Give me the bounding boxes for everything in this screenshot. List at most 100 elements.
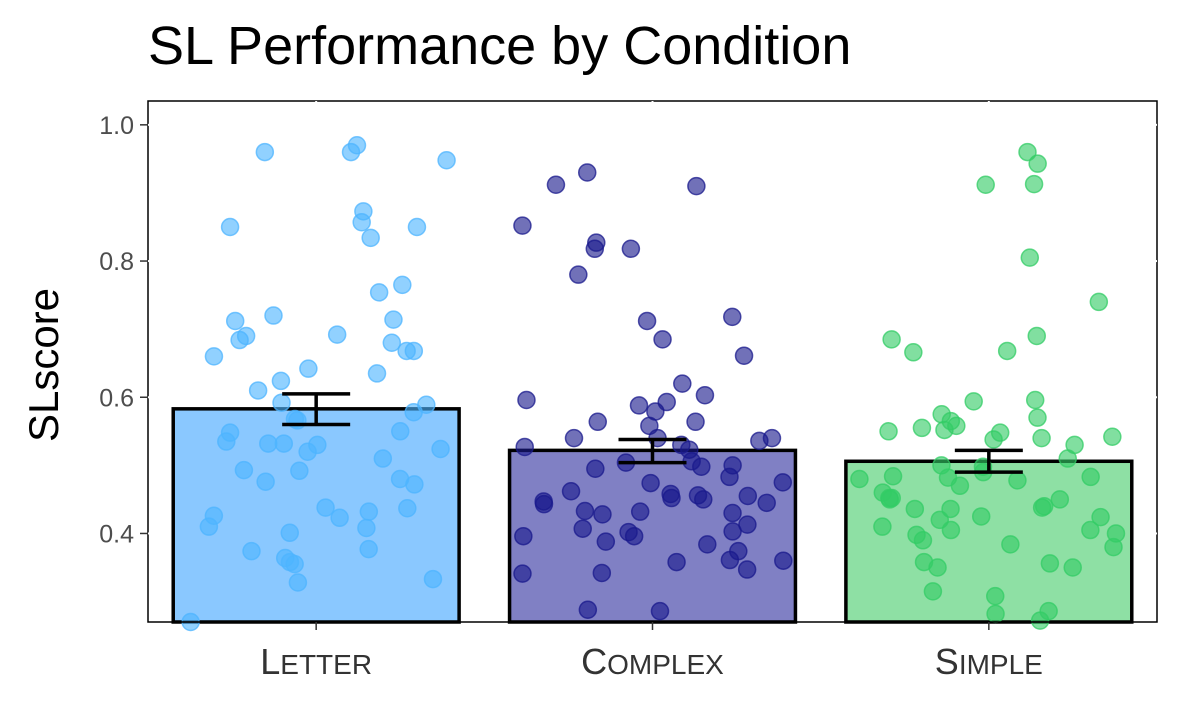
point-complex-61 bbox=[737, 560, 757, 579]
point-simple-57 bbox=[1063, 558, 1082, 577]
point-letter-19 bbox=[397, 341, 416, 361]
plot-panel bbox=[147, 100, 1158, 632]
point-simple-43 bbox=[971, 507, 991, 526]
point-letter-32 bbox=[217, 432, 236, 451]
point-simple-10 bbox=[1025, 390, 1045, 410]
point-letter-36 bbox=[431, 439, 450, 459]
chart-title: SL Performance by Condition bbox=[148, 16, 851, 76]
point-complex-26 bbox=[515, 437, 534, 457]
point-simple-51 bbox=[913, 531, 933, 550]
point-letter-48 bbox=[330, 508, 349, 528]
point-complex-14 bbox=[517, 390, 536, 410]
point-letter-38 bbox=[373, 449, 393, 468]
point-simple-17 bbox=[935, 420, 954, 440]
point-letter-58 bbox=[288, 573, 308, 592]
point-complex-36 bbox=[561, 481, 581, 501]
point-simple-38 bbox=[1050, 490, 1070, 509]
point-simple-33 bbox=[950, 476, 970, 496]
point-simple-28 bbox=[883, 467, 903, 486]
point-complex-9 bbox=[637, 311, 657, 331]
point-simple-41 bbox=[941, 499, 960, 519]
point-letter-43 bbox=[256, 472, 275, 491]
point-simple-48 bbox=[941, 520, 961, 540]
point-simple-2 bbox=[1024, 174, 1044, 194]
point-simple-52 bbox=[1001, 535, 1020, 554]
point-simple-44 bbox=[1091, 507, 1110, 527]
point-complex-48 bbox=[593, 505, 612, 524]
point-simple-32 bbox=[1008, 471, 1027, 490]
point-letter-27 bbox=[404, 402, 423, 422]
point-letter-50 bbox=[357, 518, 376, 538]
point-complex-41 bbox=[694, 490, 713, 509]
point-letter-16 bbox=[230, 330, 249, 350]
point-complex-54 bbox=[514, 526, 533, 546]
point-simple-56 bbox=[928, 558, 947, 577]
point-letter-33 bbox=[259, 434, 278, 453]
point-simple-46 bbox=[873, 517, 892, 536]
point-complex-3 bbox=[513, 216, 532, 235]
point-complex-60 bbox=[667, 552, 686, 572]
point-letter-46 bbox=[359, 502, 379, 521]
point-complex-33 bbox=[720, 467, 739, 487]
point-letter-3 bbox=[437, 151, 456, 170]
point-simple-53 bbox=[1104, 537, 1123, 557]
point-simple-61 bbox=[986, 604, 1005, 624]
point-simple-22 bbox=[984, 430, 1003, 449]
point-complex-58 bbox=[720, 550, 740, 570]
point-letter-39 bbox=[234, 460, 254, 480]
inner-tick-marks bbox=[148, 101, 1157, 535]
point-complex-10 bbox=[653, 330, 672, 349]
point-letter-5 bbox=[352, 212, 371, 232]
point-complex-55 bbox=[596, 532, 616, 551]
point-complex-0 bbox=[577, 163, 597, 182]
point-simple-47 bbox=[1081, 520, 1100, 540]
point-complex-56 bbox=[698, 535, 717, 554]
point-complex-22 bbox=[564, 428, 584, 448]
point-simple-18 bbox=[879, 422, 898, 441]
point-complex-12 bbox=[673, 374, 692, 393]
point-letter-44 bbox=[316, 498, 335, 517]
point-letter-25 bbox=[272, 393, 291, 412]
point-letter-51 bbox=[280, 523, 300, 543]
point-simple-3 bbox=[976, 175, 995, 195]
point-complex-34 bbox=[773, 473, 793, 492]
point-complex-65 bbox=[650, 601, 670, 621]
point-complex-45 bbox=[575, 501, 595, 521]
point-simple-4 bbox=[1020, 248, 1040, 267]
point-complex-1 bbox=[546, 175, 566, 195]
point-simple-37 bbox=[880, 490, 900, 509]
error-bars bbox=[282, 392, 1023, 474]
point-letter-20 bbox=[204, 347, 224, 366]
point-complex-31 bbox=[692, 457, 711, 476]
point-simple-11 bbox=[964, 392, 983, 411]
point-simple-13 bbox=[1028, 408, 1047, 427]
x-tick-label-complex: COMPLEX bbox=[581, 641, 724, 682]
point-letter-11 bbox=[264, 306, 283, 325]
point-complex-19 bbox=[588, 412, 608, 432]
point-letter-56 bbox=[285, 554, 304, 574]
point-complex-2 bbox=[687, 176, 706, 196]
point-letter-24 bbox=[248, 381, 268, 400]
y-tick-label: 0.6 bbox=[99, 384, 134, 412]
point-letter-12 bbox=[384, 310, 403, 329]
point-simple-9 bbox=[904, 343, 923, 362]
point-complex-44 bbox=[534, 494, 554, 514]
point-simple-0 bbox=[1018, 142, 1037, 162]
point-simple-24 bbox=[1058, 449, 1077, 468]
point-complex-53 bbox=[624, 526, 644, 546]
point-letter-42 bbox=[390, 469, 410, 489]
point-complex-35 bbox=[641, 473, 660, 493]
point-letter-14 bbox=[327, 325, 347, 344]
point-complex-46 bbox=[630, 502, 650, 521]
point-letter-29 bbox=[288, 411, 307, 430]
point-complex-7 bbox=[569, 265, 588, 284]
error-bar-complex bbox=[618, 437, 687, 465]
point-letter-53 bbox=[242, 541, 261, 561]
point-letter-17 bbox=[382, 333, 402, 353]
point-simple-16 bbox=[912, 418, 932, 438]
point-letter-40 bbox=[290, 461, 309, 481]
point-complex-62 bbox=[592, 563, 612, 583]
error-bar-simple bbox=[954, 448, 1023, 474]
point-letter-8 bbox=[361, 228, 380, 248]
